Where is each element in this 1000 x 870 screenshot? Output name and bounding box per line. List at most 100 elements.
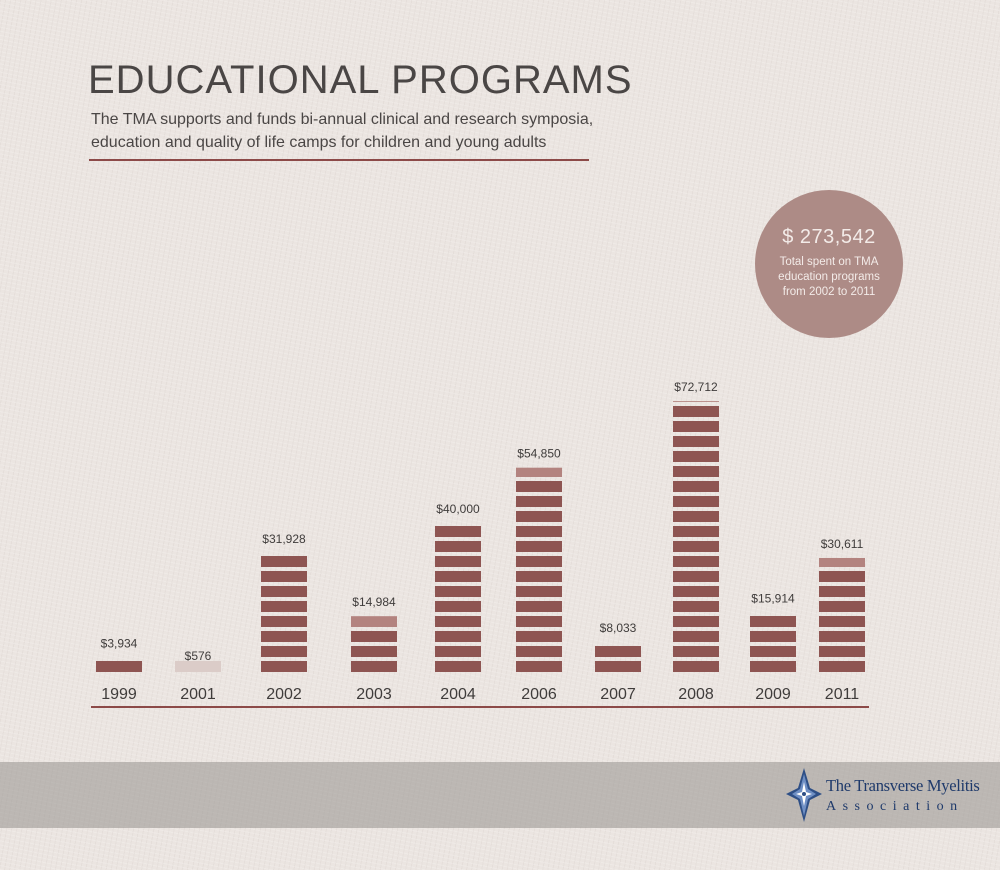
bar-2006-segment (516, 616, 562, 627)
bar-chart: $3,934 1999 $576 2001 $31,928 2002 $14,984 2003… (91, 380, 869, 708)
bar-2006-segment (516, 556, 562, 567)
bar-2009-segment (750, 631, 796, 642)
bar-2004-segment (435, 586, 481, 597)
x-tick-label-2008: 2008 (678, 686, 714, 703)
bar-2006-segment (516, 496, 562, 507)
x-tick-label-2003: 2003 (356, 686, 392, 703)
bar-2004-segment (435, 631, 481, 642)
org-name-line2: Association (826, 799, 964, 814)
data-label-2011: $30,611 (821, 537, 864, 551)
bar-2008-segment (673, 511, 719, 522)
bar-2008-segment (673, 586, 719, 597)
bar-2009-segment (750, 616, 796, 627)
bar-2002-segment (261, 646, 307, 657)
x-tick-label-2001: 2001 (180, 686, 216, 703)
bar-2002-segment (261, 616, 307, 627)
bar-2011-segment (819, 646, 865, 657)
bar-2008-segment (673, 631, 719, 642)
bar-2011-segment (819, 557, 865, 567)
bar-2004-segment (435, 616, 481, 627)
bar-2011-segment (819, 601, 865, 612)
bar-2008-segment (673, 556, 719, 567)
bar-2008-segment (673, 436, 719, 447)
bar-2008-segment (673, 661, 719, 672)
page-title: EDUCATIONAL PROGRAMS (88, 58, 633, 102)
x-tick-label-2007: 2007 (600, 686, 636, 703)
bar-2007-segment (595, 661, 641, 672)
org-name: The Transverse Myelitis (826, 776, 980, 795)
bar-2006-segment (516, 481, 562, 492)
data-label-2001: $576 (185, 649, 212, 663)
bar-2004-segment (435, 661, 481, 672)
bar-2011-segment (819, 571, 865, 582)
total-label: Total spent on TMA education programs fr… (778, 256, 880, 298)
bar-2008-segment (673, 646, 719, 657)
title-divider (89, 159, 589, 161)
bar-2011-segment (819, 631, 865, 642)
data-label-2002: $31,928 (262, 532, 306, 546)
bar-2006-segment (516, 601, 562, 612)
bar-2004-segment (435, 526, 481, 537)
bar-2011-segment (819, 586, 865, 597)
x-tick-label-2002: 2002 (266, 686, 302, 703)
bar-2004-segment (435, 556, 481, 567)
bar-2008-segment (673, 616, 719, 627)
bar-2002-segment (261, 586, 307, 597)
bar-2003-segment (351, 616, 397, 627)
bar-2004-segment (435, 571, 481, 582)
compass-star-icon (786, 768, 822, 822)
x-tick-label-2011: 2011 (825, 686, 860, 703)
bar-1999-segment (96, 661, 142, 672)
bar-2008-segment (673, 421, 719, 432)
x-tick-label-1999: 1999 (101, 686, 137, 703)
data-label-2003: $14,984 (352, 595, 396, 609)
x-axis-line (91, 706, 869, 708)
bar-2002-segment (261, 571, 307, 582)
bar-2006-segment (516, 511, 562, 522)
bar-2007-segment (595, 646, 641, 657)
bar-2006-segment (516, 586, 562, 597)
bar-2008-segment (673, 541, 719, 552)
footer-band (0, 762, 1000, 828)
data-label-2009: $15,914 (751, 592, 795, 606)
bar-2002-segment (261, 661, 307, 672)
bar-2002-segment (261, 601, 307, 612)
bar-2008-segment (673, 496, 719, 507)
bar-2006-segment (516, 526, 562, 537)
bar-2008-segment (673, 481, 719, 492)
page-subtitle: The TMA supports and funds bi-annual cli… (91, 111, 594, 151)
data-label-1999: $3,934 (101, 636, 138, 650)
bar-2002-segment (261, 631, 307, 642)
x-tick-label-2006: 2006 (521, 686, 557, 703)
total-spent-badge: $ 273,542 Total spent on TMA education p… (755, 190, 903, 338)
data-label-2007: $8,033 (600, 621, 637, 635)
bar-2009-segment (750, 661, 796, 672)
bar-2004-segment (435, 541, 481, 552)
data-label-2006: $54,850 (517, 447, 561, 461)
bar-2004-segment (435, 646, 481, 657)
bar-2003-segment (351, 661, 397, 672)
bar-2008-segment (673, 401, 719, 402)
bar-2009-segment (750, 646, 796, 657)
bar-2006-segment (516, 571, 562, 582)
bar-2002-segment (261, 556, 307, 567)
bar-2008-segment (673, 451, 719, 462)
bar-2004-segment (435, 601, 481, 612)
bar-2006-segment (516, 661, 562, 672)
x-tick-label-2004: 2004 (440, 686, 476, 703)
bar-2006-segment (516, 646, 562, 657)
org-logo: The Transverse Myelitis Association (786, 766, 986, 824)
bar-2006-segment (516, 467, 562, 477)
bar-2006-segment (516, 631, 562, 642)
data-label-2008: $72,712 (674, 380, 718, 394)
bar-2008-segment (673, 406, 719, 417)
bar-2003-segment (351, 646, 397, 657)
bar-2011-segment (819, 616, 865, 627)
bar-2003-segment (351, 631, 397, 642)
total-amount: $ 273,542 (782, 226, 876, 248)
bar-2008-segment (673, 466, 719, 477)
bar-2008-segment (673, 526, 719, 537)
bar-2006-segment (516, 541, 562, 552)
data-label-2004: $40,000 (436, 502, 480, 516)
bar-2011-segment (819, 661, 865, 672)
